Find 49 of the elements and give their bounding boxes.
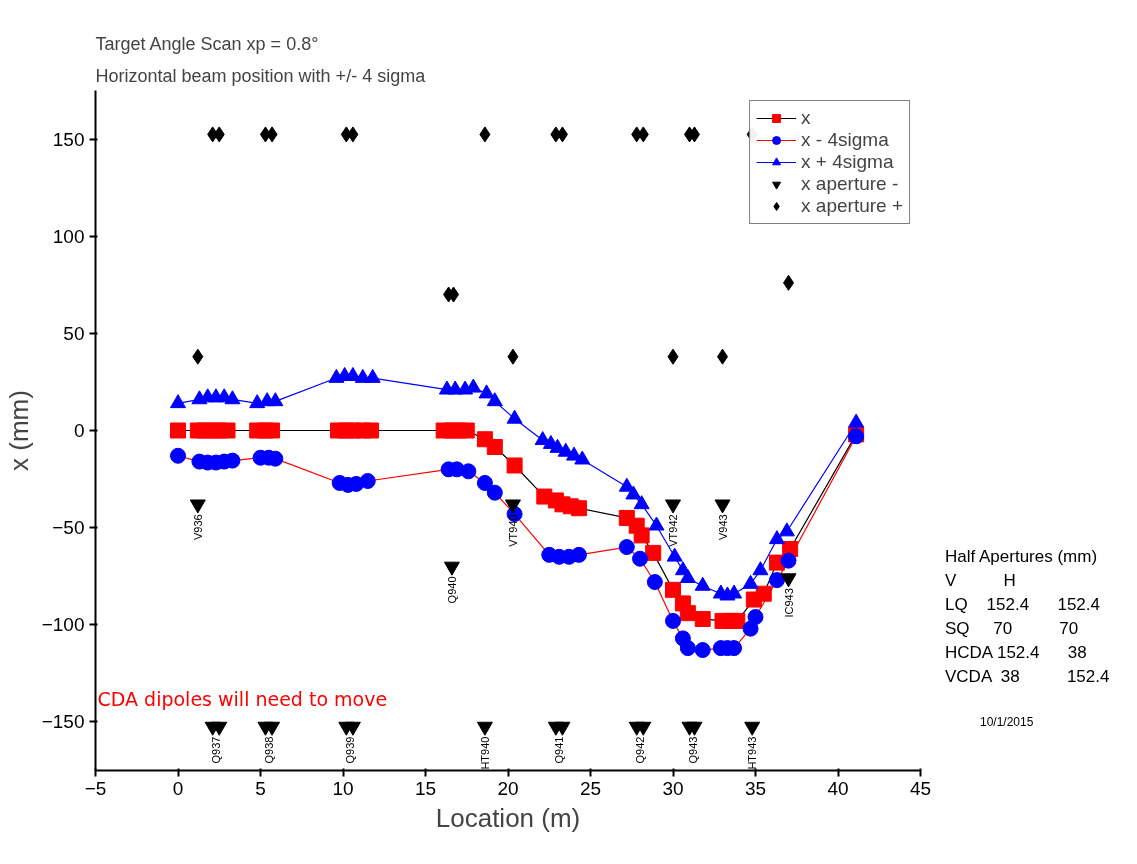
- text: LQ 152.4 152.4: [945, 594, 1101, 616]
- x-tick-label: 5: [255, 777, 266, 799]
- y-tick-label: 150: [52, 128, 85, 150]
- annotation: HT940: [478, 736, 491, 770]
- x-tick-label: 40: [827, 777, 849, 799]
- text: HCDA 152.4 38: [945, 642, 1088, 664]
- text: Half Apertures (mm): [945, 546, 1099, 568]
- annotation: Q942: [634, 736, 646, 764]
- text: VCDA 38 152.4: [945, 666, 1110, 688]
- chart-subtitle: Horizontal beam position with +/- 4 sigma: [95, 65, 427, 86]
- annotation: VT940: [506, 514, 519, 547]
- text: 10/1/2015: [980, 714, 1034, 731]
- x-tick-label: 0: [172, 777, 184, 799]
- x-tick-label: 45: [909, 777, 932, 799]
- annotation: V943: [716, 514, 729, 541]
- annotation: V936: [191, 514, 204, 541]
- y-tick-label: 0: [73, 420, 85, 441]
- annotation: Q937: [209, 736, 222, 764]
- annotation: Q938: [262, 736, 275, 764]
- y-tick-label: −150: [41, 711, 85, 733]
- annotation: Q943: [686, 736, 699, 764]
- legend-label: x: [801, 107, 812, 129]
- annotation: IC943: [782, 588, 795, 618]
- y-tick-label: 50: [63, 322, 85, 344]
- x-tick-label: 20: [497, 777, 519, 799]
- x-tick-label: 15: [414, 777, 437, 799]
- legend-label: x aperture -: [801, 173, 899, 195]
- y-axis-title: x (mm): [3, 390, 34, 471]
- chart-title: Target Angle Scan xp = 0.8°: [95, 33, 319, 54]
- x-tick-label: 35: [744, 777, 767, 799]
- legend-label: x - 4sigma: [801, 129, 889, 151]
- annotation: Q941: [553, 736, 566, 764]
- annotation: CDA dipoles will need to move: [97, 687, 388, 710]
- annotation: VT942: [667, 514, 679, 547]
- y-tick-label: 100: [52, 225, 85, 247]
- y-tick-label: −100: [41, 614, 85, 636]
- legend-label: x aperture +: [801, 195, 903, 217]
- legend-label: x + 4sigma: [801, 151, 894, 173]
- text: V H: [945, 570, 1017, 592]
- annotation: Q939: [343, 736, 356, 764]
- x-tick-label: 25: [579, 777, 602, 799]
- annotation: HT943: [746, 736, 759, 770]
- x-tick-label: −5: [84, 777, 107, 799]
- text: SQ 70 70: [945, 618, 1080, 640]
- annotation: Q940: [445, 576, 458, 604]
- x-axis-title: Location (m): [435, 802, 581, 833]
- y-tick-label: −50: [52, 517, 85, 539]
- x-tick-label: 10: [332, 777, 354, 799]
- x-tick-label: 30: [662, 777, 684, 799]
